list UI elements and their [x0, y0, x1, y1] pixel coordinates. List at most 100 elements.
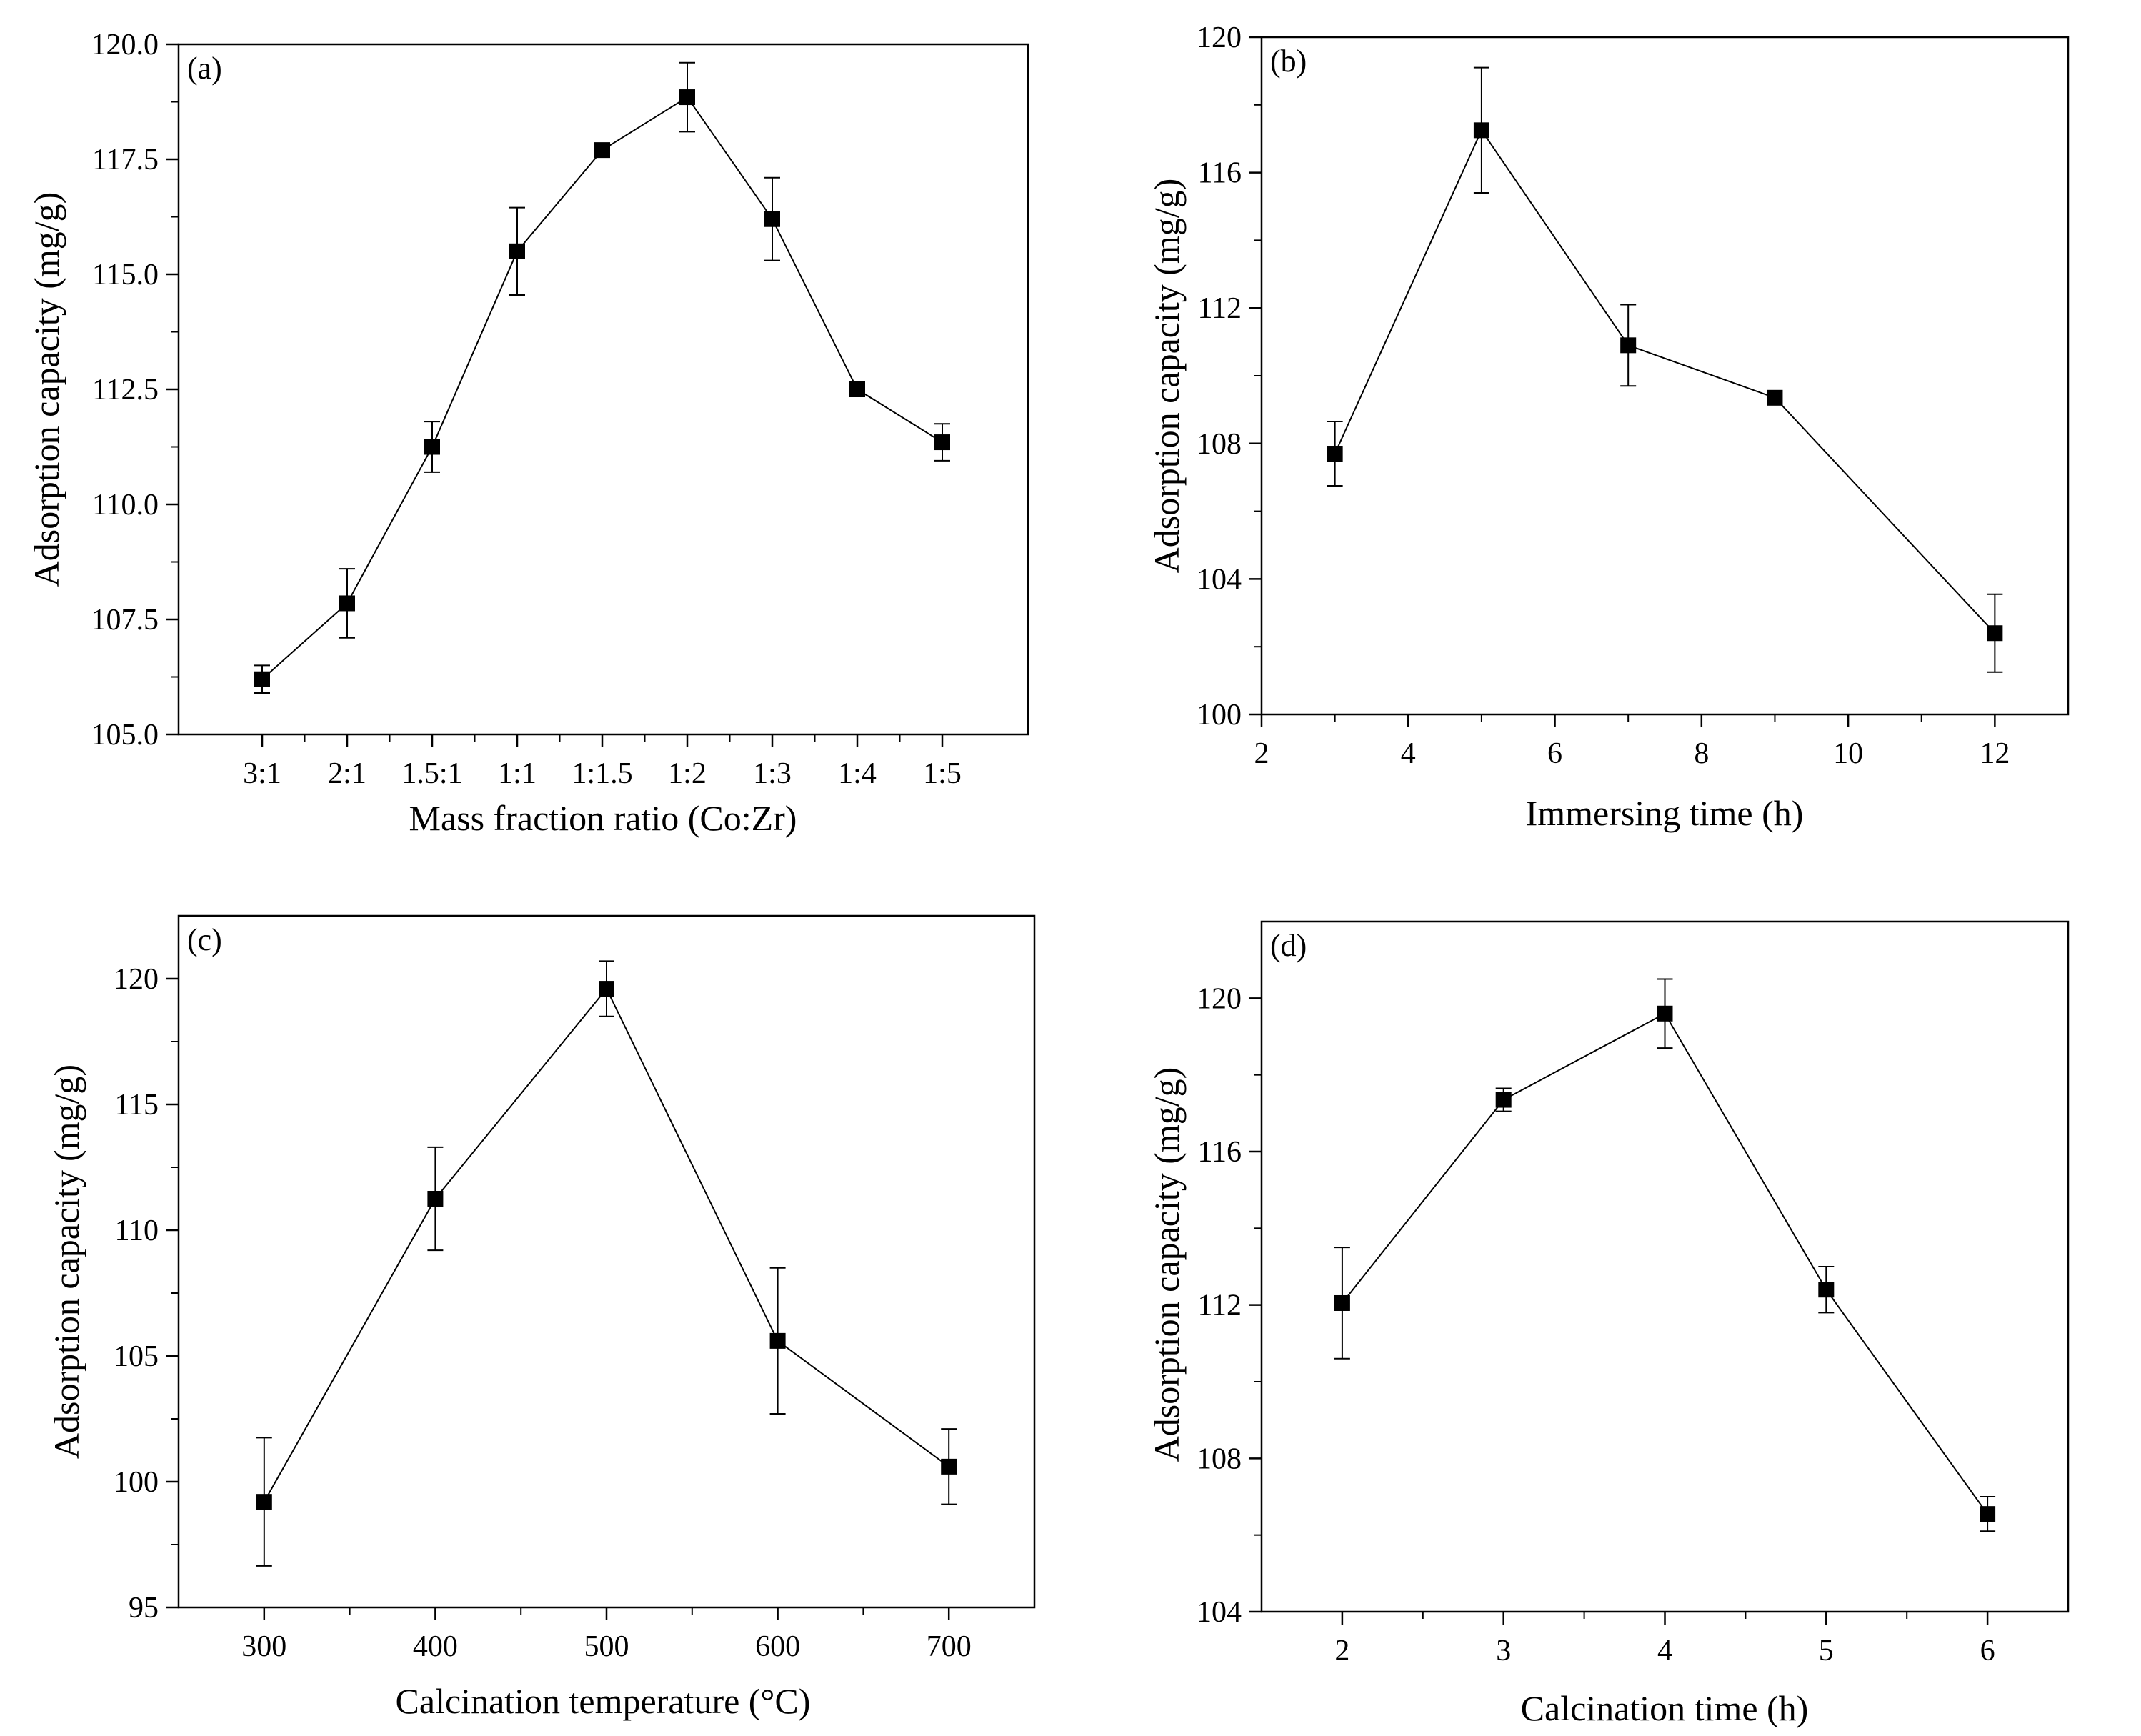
data-point: [934, 434, 950, 451]
x-tick-label: 3:1: [243, 757, 281, 790]
y-tick-label: 116: [1198, 1136, 1242, 1169]
x-tick-label: 2:1: [328, 757, 366, 790]
x-tick-label: 300: [241, 1630, 286, 1663]
x-tick-label: 4: [1401, 737, 1416, 770]
x-tick-label: 4: [1657, 1635, 1672, 1667]
y-axis-title-main: Adsorption capacity: [46, 1170, 86, 1459]
y-tick-label: 115: [115, 1089, 159, 1122]
y-tick-label: 107.5: [91, 604, 159, 637]
panel-c: (c) Calcination temperature (°C) Adsorpt…: [46, 914, 1036, 1721]
y-ticks: 104 108 112 116 120: [1197, 982, 1262, 1629]
x-tick-label: 1:1: [498, 757, 537, 790]
x-tick-label: 500: [584, 1630, 629, 1663]
y-tick-label: 112: [1198, 1289, 1242, 1322]
panel-d: (d) Calcination time (h) Adsorption capa…: [1147, 920, 2070, 1728]
x-tick-label: 700: [927, 1630, 972, 1663]
data-point: [594, 142, 610, 159]
data-point: [1473, 122, 1489, 139]
data-point: [769, 1332, 786, 1349]
x-ticks: 2 4 6 8 10 12: [1254, 714, 2010, 770]
x-axis-title: Mass fraction ratio (Co:Zr): [409, 798, 797, 838]
x-tick-label: 2: [1334, 1635, 1349, 1667]
y-tick-label: 105.0: [91, 719, 159, 752]
panel-label: (b): [1270, 44, 1307, 79]
series-line: [261, 96, 943, 680]
y-tick-label: 108: [1197, 428, 1242, 461]
y-ticks: 105.0 107.5 110.0 112.5 115.0 117.5 120.0: [91, 29, 179, 752]
x-axis-title: Calcination time (h): [1521, 1688, 1809, 1728]
data-point: [1657, 1005, 1673, 1022]
data-series: [256, 960, 957, 1567]
data-point: [679, 89, 695, 106]
y-axis-title: Adsorption capacity (mg/g): [1147, 1067, 1187, 1462]
y-tick-label: 120: [114, 963, 159, 996]
y-tick-label: 105: [114, 1340, 159, 1373]
data-point: [1327, 446, 1343, 462]
y-tick-label: 104: [1197, 563, 1242, 596]
x-ticks: 2 3 4 5 6: [1334, 1612, 1995, 1667]
data-point: [424, 439, 440, 455]
y-axis-title-unit: (mg/g): [46, 1064, 86, 1162]
data-series: [1327, 66, 2003, 673]
y-tick-label: 112: [1198, 292, 1242, 325]
y-tick-label: 120.0: [91, 29, 159, 61]
x-tick-label: 1:4: [838, 757, 877, 790]
data-point: [1818, 1282, 1835, 1298]
y-axis-title: Adsorption capacity (mg/g): [1147, 179, 1187, 574]
x-tick-label: 2: [1254, 737, 1269, 770]
x-tick-label: 400: [413, 1630, 458, 1663]
x-tick-label: 6: [1547, 737, 1562, 770]
data-series: [1334, 978, 1996, 1532]
x-tick-label: 600: [755, 1630, 800, 1663]
x-tick-label: 1:1.5: [572, 757, 632, 790]
y-tick-label: 112.5: [92, 374, 159, 406]
x-tick-label: 10: [1833, 737, 1863, 770]
y-tick-label: 120: [1197, 982, 1242, 1015]
x-ticks: 300 400 500 600 700: [241, 1607, 972, 1663]
y-tick-label: 104: [1197, 1596, 1242, 1629]
y-tick-label: 120: [1197, 21, 1242, 54]
series-line: [1342, 1012, 1988, 1515]
plot-frame: [177, 914, 1036, 1609]
y-tick-label: 110: [115, 1214, 159, 1247]
x-tick-label: 1:5: [923, 757, 962, 790]
panel-label: (d): [1270, 928, 1307, 963]
data-point: [849, 381, 865, 397]
y-tick-label: 100: [114, 1466, 159, 1499]
panel-b: (b) Immersing time (h) Adsorption capaci…: [1147, 21, 2070, 833]
data-point: [1620, 337, 1637, 354]
y-tick-label: 95: [129, 1592, 159, 1625]
data-point: [1334, 1294, 1350, 1311]
data-point: [254, 671, 270, 687]
panel-label: (c): [187, 922, 222, 957]
y-axis-title: Adsorption capacity (mg/g): [26, 192, 66, 587]
y-tick-label: 116: [1198, 157, 1242, 190]
x-tick-label: 5: [1819, 1635, 1834, 1667]
y-ticks: 100 104 108 112 116 120: [1197, 21, 1262, 732]
x-tick-label: 3: [1496, 1635, 1511, 1667]
data-point: [1495, 1092, 1512, 1108]
data-point: [339, 595, 355, 612]
panel-a: (a) Mass fraction ratio (Co:Zr) Adsorpti…: [26, 29, 1029, 838]
y-tick-label: 108: [1197, 1442, 1242, 1475]
x-tick-label: 12: [1980, 737, 2010, 770]
x-tick-label: 1:2: [668, 757, 707, 790]
y-tick-label: 117.5: [92, 144, 159, 176]
data-point: [941, 1458, 957, 1475]
data-point: [1767, 389, 1783, 406]
x-axis-title: Immersing time (h): [1526, 793, 1804, 833]
data-point: [1987, 625, 2003, 642]
plot-frame: [1260, 36, 2070, 716]
x-tick-label: 1:3: [753, 757, 792, 790]
y-ticks: 95 100 105 110 115 120: [114, 963, 179, 1625]
x-tick-label: 8: [1694, 737, 1709, 770]
data-point: [427, 1191, 444, 1207]
data-point: [256, 1494, 272, 1510]
y-axis-title: Adsorption capacity (mg/g): [46, 1064, 86, 1459]
series-line: [263, 987, 949, 1502]
data-point: [764, 211, 780, 227]
panel-label: (a): [187, 51, 222, 86]
data-point: [599, 981, 614, 997]
x-axis-title: Calcination temperature (°C): [396, 1681, 811, 1721]
